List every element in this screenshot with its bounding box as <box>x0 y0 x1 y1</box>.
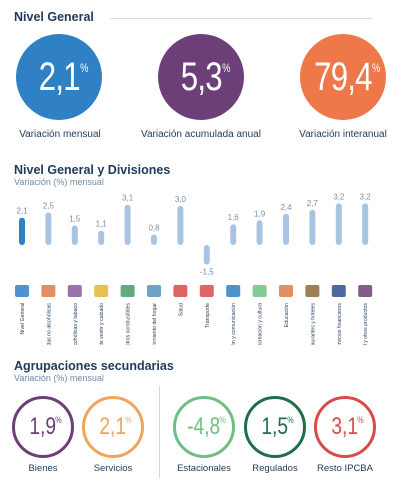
category-icon-13 <box>358 285 373 297</box>
title-divider <box>110 18 372 19</box>
variacion-mensual-circle: 2,1% <box>16 34 102 120</box>
category-label-13: Cuidado personal, protección social y ot… <box>363 303 369 345</box>
bar-7 <box>203 245 210 265</box>
category-label-6: Salud <box>178 303 184 316</box>
bar-0 <box>19 217 25 245</box>
servicios-label: Servicios <box>93 463 133 474</box>
bar-value-label-9: 1,9 <box>254 209 266 218</box>
divisiones-bar-chart: 2,1 2,5 1,5 1,1 3,1 0,8 3,0 -1,5 1,6 1,9 2,4 2,7 3,2… <box>15 192 373 345</box>
category-icon-11 <box>305 285 320 297</box>
category-icon-9 <box>252 285 267 297</box>
bar-value-label-13: 3,2 <box>360 192 372 201</box>
bar-10 <box>283 213 289 245</box>
resto-ipcba-label: Resto IPCBA <box>317 463 373 474</box>
bar-value-label-11: 2,7 <box>307 199 319 208</box>
bienes-ring: 1,9% <box>12 396 74 458</box>
variacion-interanual-value: 79,4% <box>314 54 380 99</box>
category-label-5: Equipamiento y mantenimiento del hogar <box>152 303 158 345</box>
category-label-7: Transporte <box>205 303 211 328</box>
bar-6 <box>177 206 184 245</box>
category-icon-3 <box>94 285 109 297</box>
bar-value-label-3: 1,1 <box>96 220 108 229</box>
category-icon-7 <box>199 285 214 297</box>
bar-value-label-1: 2,5 <box>43 202 55 211</box>
variacion-acumulada-circle: 5,3% <box>158 34 244 120</box>
bar-value-label-8: 1,6 <box>228 213 240 222</box>
bienes-label: Bienes <box>28 463 58 474</box>
bar-4 <box>124 204 131 245</box>
category-label-9: Recreación y cultura <box>258 303 264 345</box>
agrupaciones-title: Agrupaciones secundarias <box>14 359 174 373</box>
bar-13 <box>362 203 369 245</box>
category-label-10: Educación <box>284 303 290 327</box>
bar-1 <box>45 212 52 245</box>
nivel-general-title: Nivel General <box>14 10 94 24</box>
category-icon-10 <box>279 285 293 297</box>
estacionales-value: -4,8% <box>187 413 227 440</box>
category-icon-2 <box>67 285 82 297</box>
regulados-label: Regulados <box>252 463 298 474</box>
category-icon-12 <box>331 285 346 297</box>
bar-value-label-0: 2,1 <box>16 207 28 216</box>
servicios-value: 2,1% <box>99 413 132 440</box>
variacion-interanual-circle: 79,4% <box>300 34 386 120</box>
resto-ipcba-value: 3,1% <box>331 413 364 440</box>
bar-8 <box>230 224 237 245</box>
category-icon-6 <box>173 285 188 297</box>
agrupaciones-subtitle: Variación (%) mensual <box>14 373 104 383</box>
category-label-1: Alimentos y bebidas no alcohólicas <box>46 303 52 345</box>
bienes-value: 1,9% <box>29 413 62 440</box>
bar-value-label-2: 1,5 <box>69 215 81 224</box>
category-icon-4 <box>120 285 135 297</box>
category-icon-1 <box>41 285 56 297</box>
category-label-4: Vivienda, agua, electricidad, gas y otro… <box>126 303 132 345</box>
divisiones-subtitle: Variación (%) mensual <box>14 177 104 187</box>
resto-ipcba-ring: 3,1% <box>314 396 376 458</box>
bar-value-label-12: 3,2 <box>333 192 345 201</box>
servicios-ring: 2,1% <box>82 396 144 458</box>
variacion-mensual-value: 2,1% <box>38 54 88 99</box>
regulados-ring: 1,5% <box>244 396 306 458</box>
bar-value-label-10: 2,4 <box>280 203 292 212</box>
bar-5 <box>151 234 157 245</box>
regulados-value: 1,5% <box>261 413 294 440</box>
category-label-11: Restaurantes y hoteles <box>310 303 316 345</box>
category-icon-8 <box>226 285 241 297</box>
bar-9 <box>256 220 263 245</box>
variacion-interanual-label: Variación interanual <box>299 129 387 140</box>
category-label-12: Seguros y servicios financieros <box>337 303 343 345</box>
variacion-acumulada-label: Variación acumulada anual <box>141 129 261 140</box>
estacionales-label: Estacionales <box>177 463 231 474</box>
bar-2 <box>71 225 78 245</box>
category-label-3: Prendas de vestir y calzado <box>99 303 105 345</box>
bar-value-label-5: 0,8 <box>148 224 160 233</box>
variacion-acumulada-value: 5,3% <box>180 54 230 99</box>
category-label-0: Nivel General <box>20 303 26 334</box>
agrupaciones-separator <box>159 386 160 478</box>
variacion-mensual-label: Variación mensual <box>19 129 101 140</box>
category-label-2: Bebidas alcohólicas y tabaco <box>73 303 79 345</box>
estacionales-ring: -4,8% <box>173 396 235 458</box>
divisiones-title: Nivel General y Divisiones <box>14 163 171 177</box>
category-label-8: Información y comunicación <box>231 303 237 345</box>
bar-12 <box>335 203 342 245</box>
bar-11 <box>309 209 316 245</box>
bar-3 <box>98 230 105 245</box>
bar-value-label-7: -1,5 <box>200 268 214 277</box>
category-icon-5 <box>147 285 161 297</box>
category-icon-0 <box>15 285 29 297</box>
bar-value-label-6: 3,0 <box>175 195 187 204</box>
bar-value-label-4: 3,1 <box>122 194 134 203</box>
